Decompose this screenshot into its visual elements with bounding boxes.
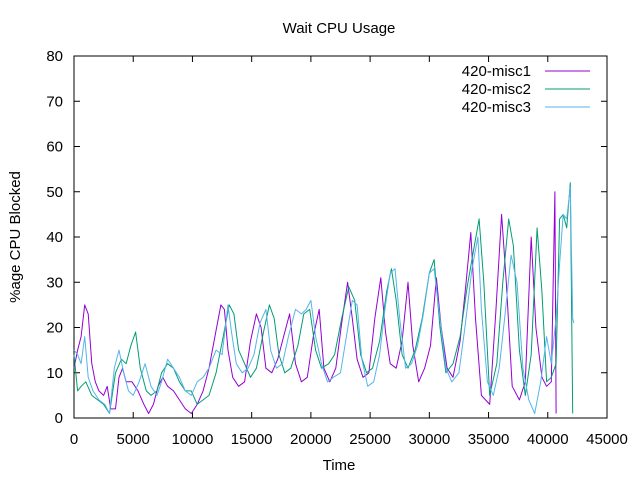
- x-tick-label: 10000: [172, 431, 214, 448]
- x-tick-label: 20000: [290, 431, 332, 448]
- x-tick-label: 0: [70, 431, 78, 448]
- x-tick-label: 25000: [349, 431, 391, 448]
- x-tick-label: 5000: [117, 431, 150, 448]
- y-tick-label: 30: [46, 274, 63, 291]
- y-tick-label: 70: [46, 93, 63, 110]
- x-tick-label: 35000: [468, 431, 510, 448]
- y-axis: 0 10 20 30 40 50 60 70 80: [46, 48, 607, 427]
- y-tick-label: 60: [46, 139, 63, 156]
- series-line-420-misc2: [73, 182, 574, 414]
- x-tick-label: 15000: [231, 431, 273, 448]
- series-line-420-misc1: [73, 191, 557, 414]
- x-tick-label: 40000: [527, 431, 569, 448]
- x-axis: 0 5000 10000 15000 20000 25000 30000 35000 40000…: [70, 56, 628, 448]
- y-tick-label: 10: [46, 365, 63, 382]
- legend-label: 420-misc2: [462, 81, 531, 98]
- series-lines: [73, 182, 575, 414]
- y-tick-label: 0: [55, 410, 63, 427]
- series-line-420-misc3: [73, 186, 575, 414]
- y-tick-label: 80: [46, 48, 63, 65]
- y-tick-label: 20: [46, 320, 63, 337]
- y-axis-label: %age CPU Blocked: [7, 171, 24, 303]
- x-axis-label: Time: [323, 457, 356, 474]
- y-tick-label: 40: [46, 229, 63, 246]
- legend-label: 420-misc3: [462, 99, 531, 116]
- y-tick-label: 50: [46, 184, 63, 201]
- legend-label: 420-misc1: [462, 63, 531, 80]
- x-tick-label: 45000: [586, 431, 628, 448]
- chart-title: Wait CPU Usage: [283, 20, 396, 37]
- x-tick-label: 30000: [408, 431, 450, 448]
